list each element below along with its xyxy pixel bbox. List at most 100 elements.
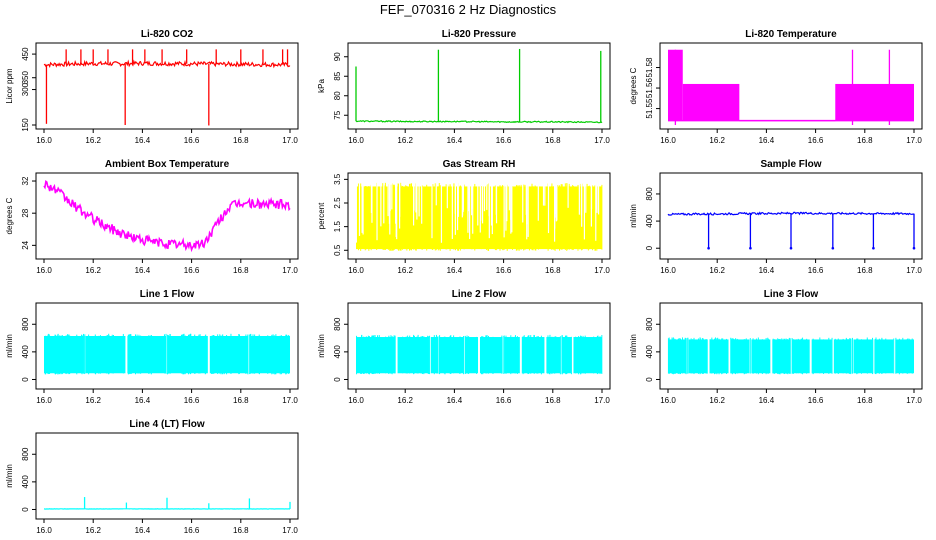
series-line <box>43 179 291 253</box>
x-tick-label: 16.2 <box>85 396 101 405</box>
x-tick-label: 16.4 <box>759 396 775 405</box>
panel-pressure: Li-820 Pressure kPa 16.0 16.2 16.4 16.6 16.8 17… <box>317 29 611 145</box>
y-tick-label: 1.5 <box>333 221 342 233</box>
x-tick-label: 16.2 <box>709 396 725 405</box>
y-tick-label: 800 <box>333 317 342 331</box>
panel-rh: Gas Stream RH percent 16.0 16.2 16.4 16.6 16.8… <box>317 159 611 275</box>
figure-title: FEF_070316 2 Hz Diagnostics <box>380 2 557 17</box>
x-tick-label: 17.0 <box>906 136 922 145</box>
y-tick-label: 800 <box>21 317 30 331</box>
series-band <box>167 335 208 374</box>
x-tick-label: 16.2 <box>709 136 725 145</box>
y-tick-label: 300 <box>21 82 30 96</box>
series-band <box>895 339 914 374</box>
y-tick-label: 32 <box>21 176 30 185</box>
y-tick-label: 51.55 <box>645 98 654 119</box>
panel-title: Li-820 CO2 <box>141 29 194 40</box>
plot-frame <box>659 42 923 130</box>
series-band <box>874 339 894 374</box>
x-tick-label: 16.6 <box>184 396 200 405</box>
x-tick-label: 16.6 <box>808 266 824 275</box>
x-tick-label: 16.6 <box>808 396 824 405</box>
y-axis-label: ml/min <box>629 204 638 228</box>
series-line <box>355 120 603 124</box>
x-tick-label: 16.8 <box>233 266 249 275</box>
y-tick-label: 400 <box>645 214 654 228</box>
spike-point <box>912 246 916 250</box>
x-tick-label: 17.0 <box>282 266 298 275</box>
panel-temperature: Li-820 Temperature degrees C 16.0 16.2 16.4 1… <box>629 29 923 145</box>
x-tick-label: 16.0 <box>36 526 52 535</box>
x-tick-label: 16.8 <box>233 396 249 405</box>
panel-title: Line 1 Flow <box>140 289 195 300</box>
x-tick-label: 16.4 <box>447 136 463 145</box>
x-tick-label: 16.4 <box>759 136 775 145</box>
x-tick-label: 16.2 <box>85 526 101 535</box>
series-band <box>479 337 503 374</box>
y-axis-label: ml/min <box>5 334 14 358</box>
x-tick-label: 17.0 <box>594 266 610 275</box>
chart-panels: Li-820 CO2 Licor ppm 16.0 16.2 16.4 16.6 16.8 1… <box>5 29 923 535</box>
x-tick-label: 17.0 <box>906 396 922 405</box>
x-tick-label: 16.8 <box>857 266 873 275</box>
x-tick-label: 16.6 <box>496 266 512 275</box>
y-tick-label: 450 <box>21 47 30 61</box>
y-tick-label: 400 <box>645 345 654 359</box>
panel-line2: Line 2 Flow ml/min 16.0 16.2 16.4 16.6 16.8 17.… <box>317 289 611 405</box>
series-band <box>127 335 167 374</box>
y-tick-label: 800 <box>21 447 30 461</box>
x-tick-label: 16.6 <box>808 136 824 145</box>
x-tick-label: 16.6 <box>184 526 200 535</box>
y-axis-label: Licor ppm <box>5 68 14 103</box>
y-tick-label: 0.5 <box>333 244 342 256</box>
temperature-band <box>682 83 740 121</box>
y-tick-label: 90 <box>333 52 342 61</box>
panel-title: Li-820 Temperature <box>745 29 837 40</box>
x-tick-label: 16.2 <box>85 136 101 145</box>
panel-line1: Line 1 Flow ml/min 16.0 16.2 16.4 16.6 16.8 17.… <box>5 289 299 405</box>
y-axis-label: ml/min <box>5 464 14 488</box>
x-tick-label: 17.0 <box>594 396 610 405</box>
y-tick-label: 0 <box>645 245 654 250</box>
y-tick-label: 400 <box>333 345 342 359</box>
y-tick-label: 0 <box>21 377 30 382</box>
x-tick-label: 16.0 <box>348 396 364 405</box>
y-axis-label: degrees C <box>5 197 14 234</box>
y-tick-label: 150 <box>21 118 30 132</box>
series-line <box>43 59 291 69</box>
x-tick-label: 16.8 <box>233 526 249 535</box>
y-tick-label: 400 <box>21 475 30 489</box>
series-band <box>250 335 290 374</box>
series-band <box>811 339 832 374</box>
x-tick-label: 17.0 <box>906 266 922 275</box>
panel-line3: Line 3 Flow ml/min 16.0 16.2 16.4 16.6 16.8 17.… <box>629 289 923 405</box>
panel-title: Line 3 Flow <box>764 289 819 300</box>
series-band <box>209 335 249 374</box>
x-tick-label: 17.0 <box>282 526 298 535</box>
x-tick-label: 16.4 <box>135 396 151 405</box>
x-tick-label: 16.4 <box>447 266 463 275</box>
plot-frame <box>347 42 611 130</box>
x-tick-label: 16.8 <box>233 136 249 145</box>
x-tick-label: 17.0 <box>594 136 610 145</box>
series-band <box>504 337 520 374</box>
x-tick-label: 16.4 <box>759 266 775 275</box>
x-tick-label: 16.8 <box>545 396 561 405</box>
x-tick-label: 16.0 <box>660 396 676 405</box>
panel-title: Line 2 Flow <box>452 289 507 300</box>
y-tick-label: 0 <box>21 507 30 512</box>
x-tick-label: 16.6 <box>496 136 512 145</box>
y-tick-label: 0 <box>333 377 342 382</box>
panel-title: Gas Stream RH <box>443 159 516 170</box>
x-tick-label: 17.0 <box>282 396 298 405</box>
x-tick-label: 16.0 <box>660 266 676 275</box>
y-tick-label: 0 <box>645 377 654 382</box>
x-tick-label: 16.6 <box>184 136 200 145</box>
y-tick-label: 28 <box>21 208 30 217</box>
y-tick-label: 800 <box>645 187 654 201</box>
x-tick-label: 16.2 <box>397 396 413 405</box>
panel-title: Line 4 (LT) Flow <box>129 419 205 430</box>
y-tick-label: 400 <box>21 345 30 359</box>
x-tick-label: 16.8 <box>857 136 873 145</box>
